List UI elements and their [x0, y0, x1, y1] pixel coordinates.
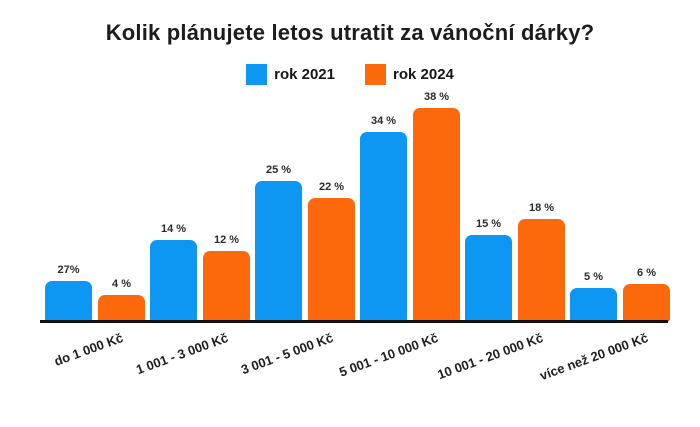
- bar-value-label-rok-2024-cat4: 18 %: [528, 202, 555, 214]
- bar-rok-2024-cat5: [623, 284, 670, 322]
- bar-value-label-rok-2024-cat0: 4 %: [112, 278, 131, 290]
- bar-rok-2021-cat5: [570, 288, 617, 322]
- bar-rok-2024-cat4: [518, 219, 565, 322]
- bar-value-label-rok-2021-cat4: 15 %: [475, 218, 502, 230]
- bar-value-label-rok-2021-cat3: 34 %: [370, 115, 397, 127]
- bar-rok-2021-cat0: [45, 281, 92, 322]
- legend-swatch-2024: [365, 64, 386, 85]
- bar-value-label-rok-2021-cat1: 14 %: [160, 223, 187, 235]
- bar-value-label-rok-2021-cat0: 27%: [57, 264, 80, 276]
- x-axis-line: [40, 320, 668, 323]
- bar-rok-2024-cat1: [203, 251, 250, 322]
- bar-value-label-rok-2024-cat5: 6 %: [637, 267, 656, 279]
- bar-value-label-rok-2021-cat5: 5 %: [584, 271, 603, 283]
- legend: rok 2021 rok 2024: [0, 64, 700, 85]
- bar-rok-2024-cat3: [413, 108, 460, 322]
- bar-rok-2021-cat3: [360, 132, 407, 322]
- bar-value-label-rok-2024-cat2: 22 %: [318, 181, 345, 193]
- bar-rok-2024-cat0: [98, 295, 145, 322]
- bar-rok-2021-cat2: [255, 181, 302, 322]
- legend-label-2024: rok 2024: [393, 66, 454, 83]
- bar-rok-2021-cat1: [150, 240, 197, 322]
- bar-rok-2021-cat4: [465, 235, 512, 322]
- legend-item-rok-2024: rok 2024: [365, 64, 454, 85]
- legend-swatch-2021: [246, 64, 268, 85]
- bar-value-label-rok-2021-cat2: 25 %: [265, 164, 292, 176]
- legend-item-rok-2021: rok 2021: [246, 64, 335, 85]
- bar-value-label-rok-2024-cat3: 38 %: [423, 91, 450, 103]
- legend-label-2021: rok 2021: [274, 66, 335, 83]
- bar-rok-2024-cat2: [308, 198, 355, 322]
- chart-title: Kolik plánujete letos utratit za vánoční…: [105, 20, 595, 45]
- bar-value-label-rok-2024-cat1: 12 %: [213, 234, 240, 246]
